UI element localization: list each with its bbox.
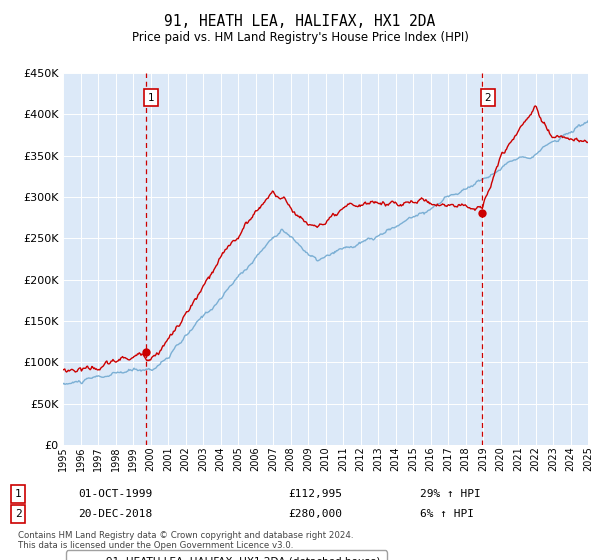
Text: 6% ↑ HPI: 6% ↑ HPI [420, 509, 474, 519]
Text: 20-DEC-2018: 20-DEC-2018 [78, 509, 152, 519]
Text: Contains HM Land Registry data © Crown copyright and database right 2024.
This d: Contains HM Land Registry data © Crown c… [18, 530, 353, 550]
Text: 01-OCT-1999: 01-OCT-1999 [78, 489, 152, 499]
Text: 1: 1 [148, 92, 155, 102]
Text: Price paid vs. HM Land Registry's House Price Index (HPI): Price paid vs. HM Land Registry's House … [131, 31, 469, 44]
Text: £280,000: £280,000 [288, 509, 342, 519]
Text: £112,995: £112,995 [288, 489, 342, 499]
Text: 91, HEATH LEA, HALIFAX, HX1 2DA: 91, HEATH LEA, HALIFAX, HX1 2DA [164, 14, 436, 29]
Text: 1: 1 [14, 489, 22, 499]
Legend: 91, HEATH LEA, HALIFAX, HX1 2DA (detached house), HPI: Average price, detached h: 91, HEATH LEA, HALIFAX, HX1 2DA (detache… [65, 550, 387, 560]
Text: 2: 2 [14, 509, 22, 519]
Text: 29% ↑ HPI: 29% ↑ HPI [420, 489, 481, 499]
Text: 2: 2 [484, 92, 491, 102]
